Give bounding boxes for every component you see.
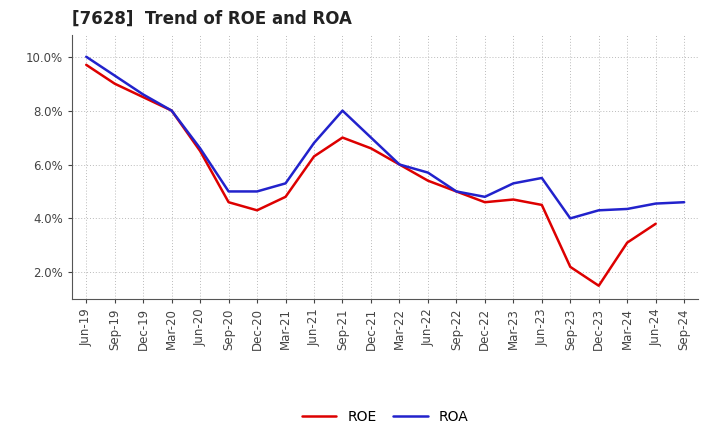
ROA [395,162,404,167]
ROA [680,200,688,205]
ROE [282,194,290,199]
ROA [509,181,518,186]
ROE [139,95,148,100]
ROE [509,197,518,202]
ROE [623,240,631,245]
ROA [423,170,432,175]
ROE [537,202,546,208]
ROA [338,108,347,113]
ROA [82,54,91,59]
Line: ROA: ROA [86,57,684,218]
ROA [253,189,261,194]
ROA [623,206,631,212]
ROE [167,108,176,113]
ROA [480,194,489,199]
ROE [196,148,204,154]
ROE [338,135,347,140]
ROA [139,92,148,97]
ROE [366,146,375,151]
ROA [595,208,603,213]
ROE [82,62,91,67]
ROA [196,146,204,151]
ROE [395,162,404,167]
ROE [253,208,261,213]
ROA [366,135,375,140]
ROE [310,154,318,159]
ROA [310,140,318,146]
ROA [566,216,575,221]
ROA [452,189,461,194]
ROE [595,283,603,288]
ROE [566,264,575,270]
ROE [225,200,233,205]
ROE [110,81,119,86]
Legend: ROE, ROA: ROE, ROA [296,404,474,429]
ROA [110,73,119,78]
ROA [652,201,660,206]
ROA [225,189,233,194]
ROA [537,175,546,180]
Text: [7628]  Trend of ROE and ROA: [7628] Trend of ROE and ROA [72,10,352,28]
ROA [282,181,290,186]
ROE [423,178,432,183]
Line: ROE: ROE [86,65,656,286]
ROA [167,108,176,113]
ROE [652,221,660,227]
ROE [480,200,489,205]
ROE [452,189,461,194]
